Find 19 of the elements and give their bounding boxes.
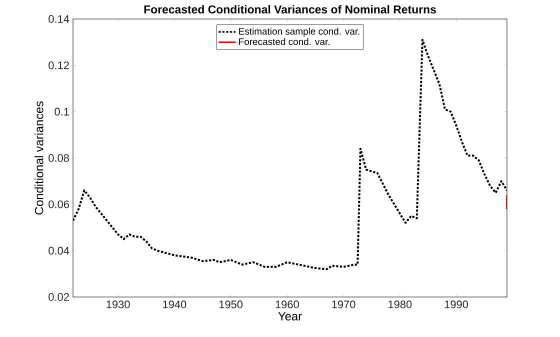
y-tick-label: 0.04 [48,246,70,255]
x-tick-label: 1950 [219,300,243,308]
y-tick-label: 0.1 [54,108,69,116]
x-tick-label: 1970 [332,300,356,308]
y-axis-title: Conditional variances [34,101,44,215]
x-tick-label: 1930 [106,300,130,308]
y-tick-label: 0.08 [48,154,69,162]
y-tick-label: 0.02 [48,293,69,301]
x-tick-label: 1980 [388,300,412,308]
legend-label: Forecasted cond. var. [239,38,330,46]
x-tick-label: 1990 [444,300,468,308]
y-tick-label: 0.12 [48,61,69,70]
legend-label: Estimation sample cond. var. [239,28,360,37]
x-tick-label: 1960 [276,300,299,308]
y-tick-label: 0.06 [48,200,69,208]
x-axis-title: Year [278,312,302,320]
y-tick-label: 0.14 [48,15,70,23]
x-tick-label: 1940 [163,300,186,308]
chart-title: Forecasted Conditional Variances of Nominal Returns [144,5,436,14]
